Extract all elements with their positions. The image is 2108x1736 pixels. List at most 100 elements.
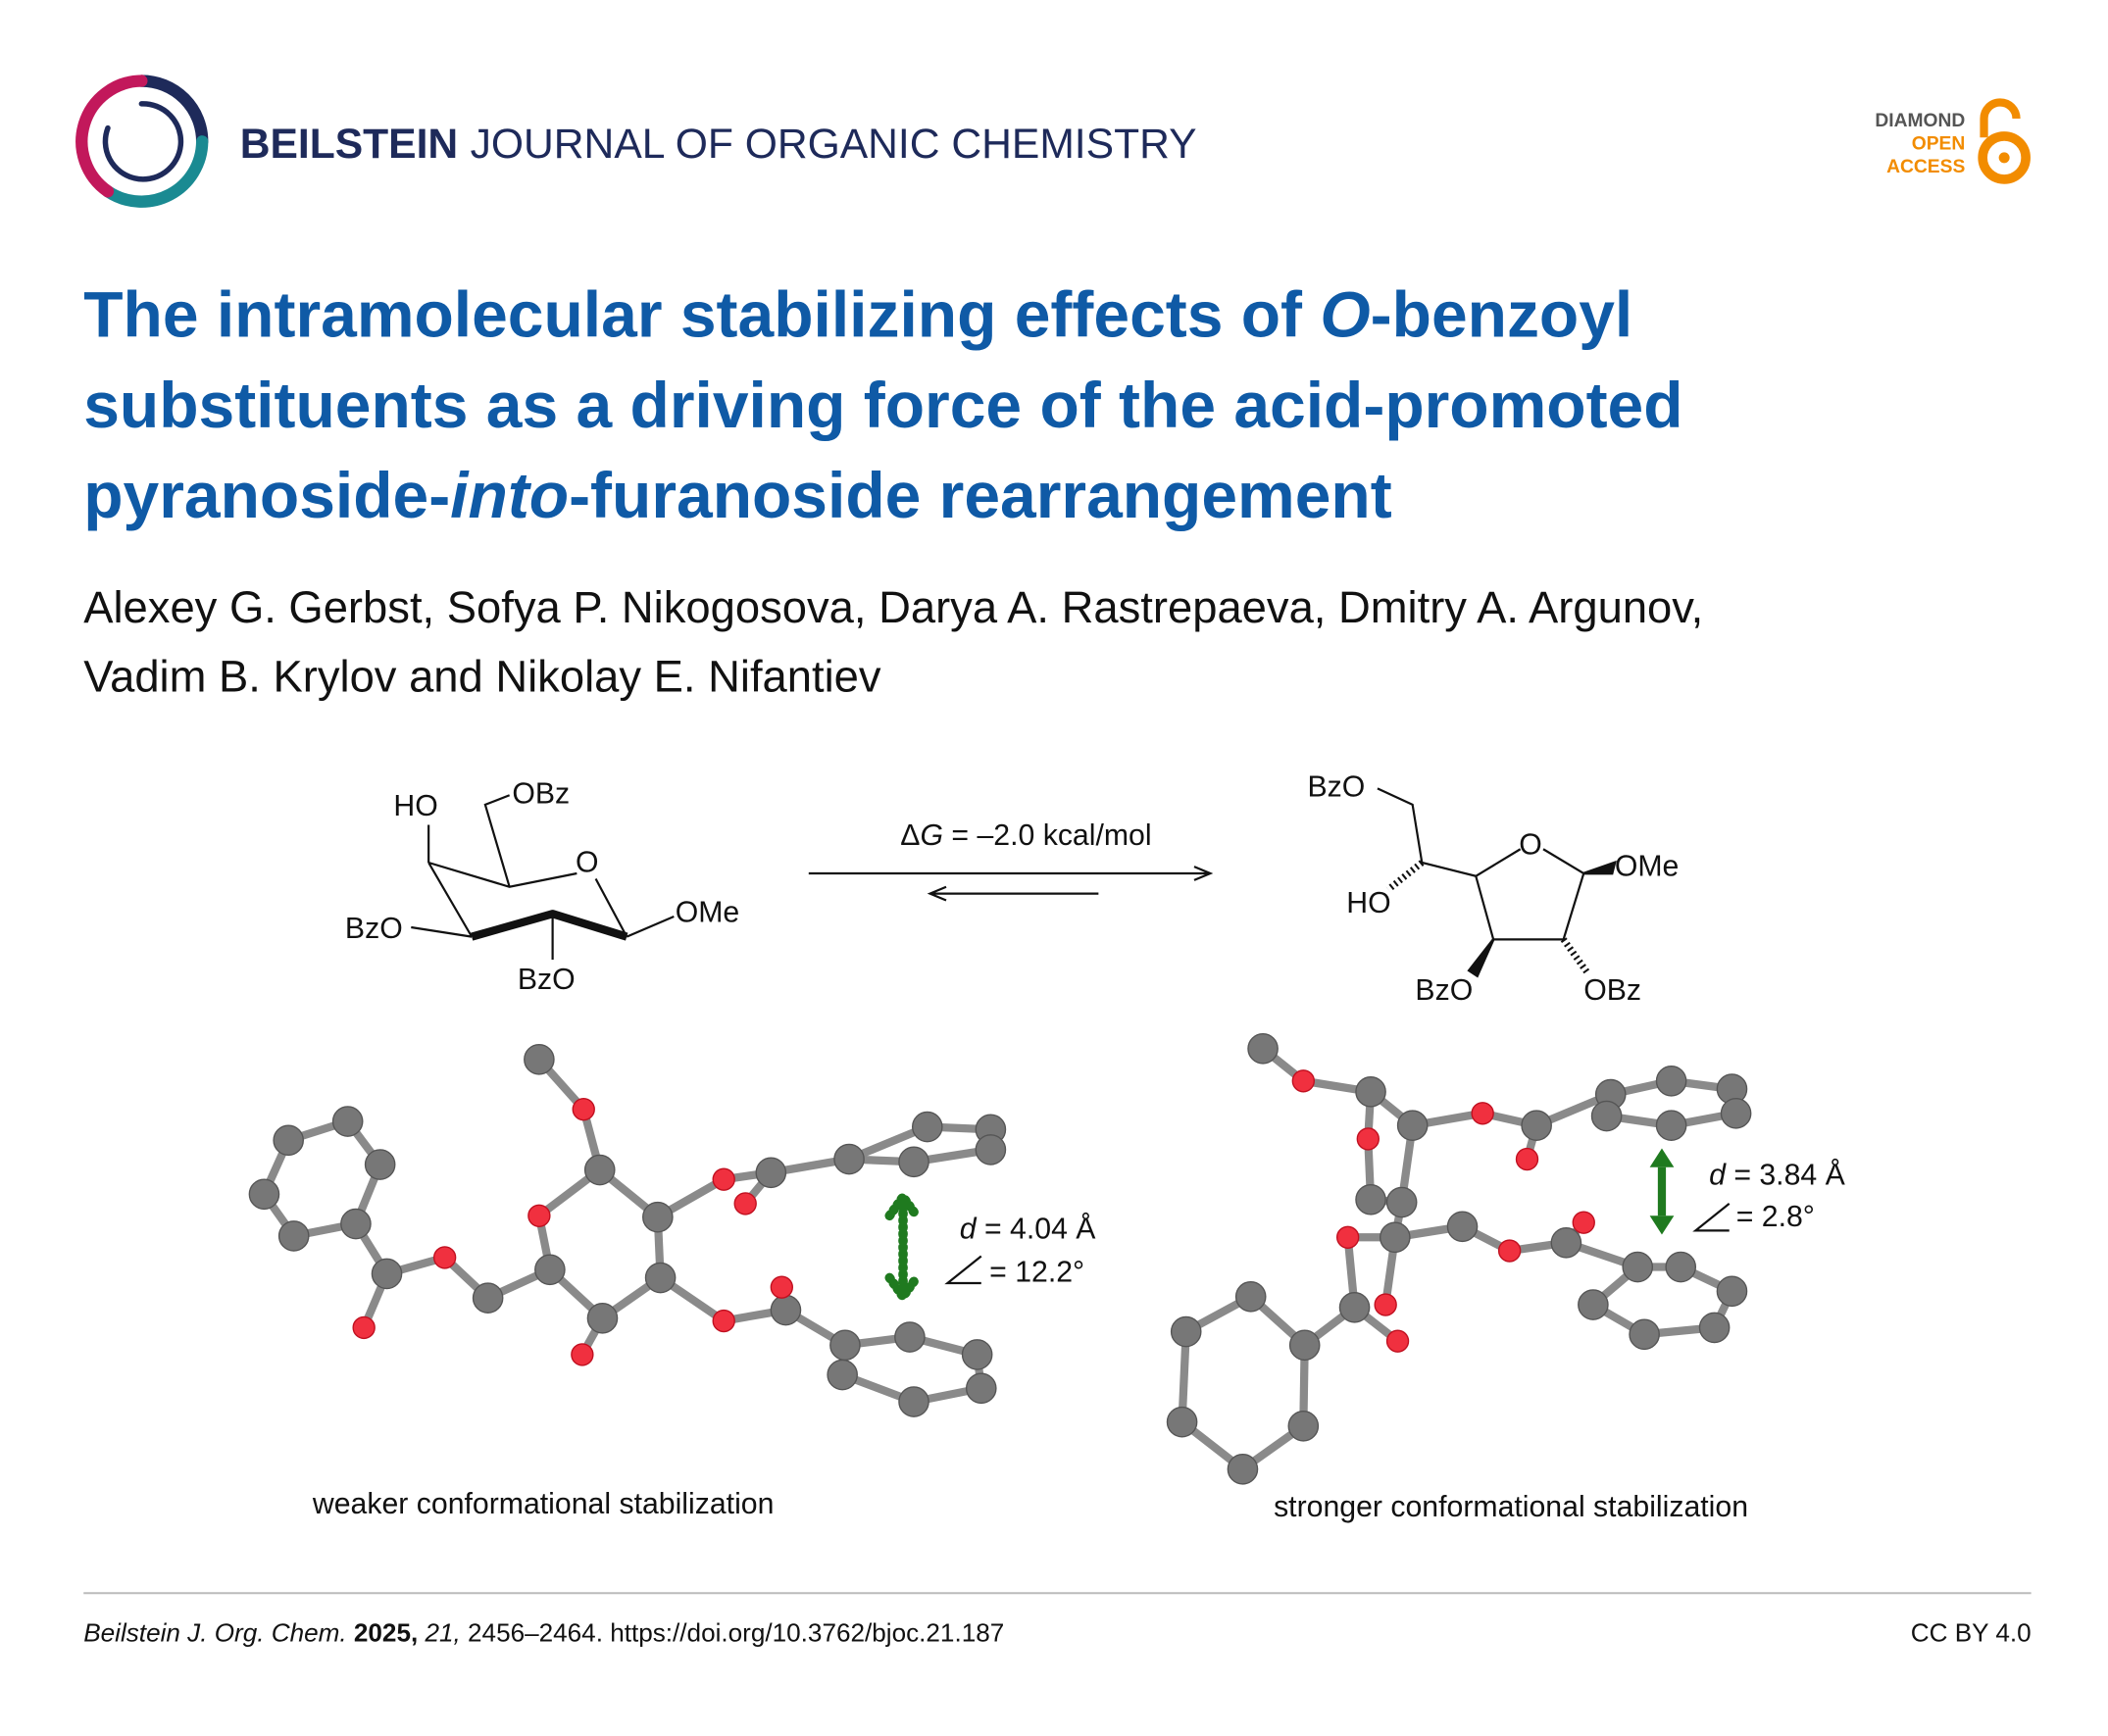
oxygen-atom [770, 1275, 793, 1299]
oxygen-atom [1374, 1293, 1397, 1316]
oxygen-atom [1335, 1225, 1360, 1249]
carbon-atom [524, 1043, 555, 1075]
carbon-atom [1550, 1226, 1582, 1259]
carbon-atom [1629, 1318, 1660, 1351]
citation-volume: 21, [418, 1618, 461, 1648]
atom-label: OBz [512, 777, 570, 810]
carbon-atom [364, 1149, 396, 1180]
carbon-atom [1521, 1110, 1552, 1141]
title-text: pyranoside- [83, 459, 450, 531]
carbon-atom [1655, 1110, 1687, 1141]
oxygen-atom [352, 1315, 376, 1340]
atom-label: HO [1346, 887, 1390, 919]
title-text: -benzoyl [1371, 278, 1633, 351]
energy-text: Δ [900, 819, 920, 852]
oxygen-atom [712, 1167, 735, 1191]
atom-label: BzO [1415, 974, 1473, 1007]
badge-text: DIAMOND [1875, 111, 1965, 131]
carbon-atom [1385, 1186, 1418, 1218]
oxygen-atom [733, 1192, 757, 1215]
carbon-atom [583, 1154, 616, 1186]
carbon-atom [1227, 1453, 1259, 1485]
journal-name: BEILSTEIN JOURNAL OF ORGANIC CHEMISTRY [240, 121, 1197, 168]
atom-label: O [576, 847, 599, 879]
oxygen-atom [571, 1343, 594, 1366]
carbon-atom [894, 1321, 926, 1353]
carbon-atom [1578, 1289, 1609, 1320]
journal-name-rest: JOURNAL OF ORGANIC CHEMISTRY [471, 121, 1197, 168]
carbon-atom [961, 1339, 993, 1370]
carbon-atom [827, 1359, 858, 1391]
authors: Alexey G. Gerbst, Sofya P. Nikogosova, D… [83, 582, 1703, 701]
carbon-atom [770, 1294, 802, 1326]
atom-label: O [1519, 829, 1542, 862]
right-measurement: d = 3.84 Å = 2.8° stronger conformationa… [1274, 1148, 1846, 1523]
distance-symbol: d [960, 1214, 978, 1246]
carbon-atom [1396, 1110, 1429, 1141]
equilibrium-arrows: ΔG = –2.0 kcal/mol [808, 819, 1214, 902]
left-measurement: d = 4.04 Å = 12.2° weaker conformational… [312, 1188, 1097, 1520]
carbon-atom [644, 1262, 677, 1294]
carbon-atom [1665, 1251, 1697, 1283]
pyranoside-structure: HO OBz O BzO OMe BzO [345, 777, 739, 996]
furanoside-structure: BzO O OMe HO BzO OBz [1307, 771, 1679, 1008]
carbon-atom [1622, 1251, 1654, 1283]
energy-text: = –2.0 kcal/mol [943, 819, 1152, 852]
citation-year: 2025, [347, 1618, 419, 1648]
oxygen-atom [1291, 1069, 1316, 1093]
carbon-atom [273, 1124, 304, 1157]
atom-label: BzO [518, 964, 576, 996]
carbon-atom [586, 1302, 619, 1334]
journal-logo [75, 74, 209, 208]
carbon-atom [965, 1372, 997, 1405]
carbon-atom [1446, 1211, 1479, 1243]
title: The intramolecular stabilizing effects o… [83, 278, 1682, 531]
title-text: substituents as a driving force of the a… [83, 369, 1682, 441]
title-line: pyranoside-into-furanoside rearrangement [83, 459, 1391, 531]
oxygen-atom [1497, 1239, 1522, 1263]
carbon-atom [898, 1386, 929, 1417]
title-line: substituents as a driving force of the a… [83, 369, 1682, 441]
carbon-atom [277, 1220, 310, 1252]
carbon-atom [1379, 1221, 1411, 1254]
carbon-atom [534, 1254, 566, 1286]
caption: weaker conformational stabilization [312, 1488, 775, 1520]
citation: Beilstein J. Org. Chem. 2025, 21, 2456–2… [83, 1618, 1004, 1648]
carbon-atom [1287, 1410, 1320, 1442]
oa-badge: DIAMOND OPEN ACCESS [1875, 98, 2031, 184]
license: CC BY 4.0 [1911, 1618, 2032, 1648]
carbon-atom [642, 1201, 674, 1233]
title-text: into [450, 459, 569, 531]
carbon-atom [1355, 1075, 1386, 1108]
oxygen-atom [527, 1204, 551, 1227]
atom-label: OBz [1583, 974, 1641, 1007]
carbon-atom [1170, 1315, 1202, 1348]
carbon-atom [1720, 1097, 1752, 1129]
carbon-atom [1655, 1065, 1687, 1097]
atom-label: OMe [1615, 851, 1680, 883]
caption: stronger conformational stabilization [1274, 1491, 1748, 1523]
title-text: -furanoside rearrangement [569, 459, 1392, 531]
oxygen-atom [1515, 1147, 1539, 1171]
distance-symbol: d [1709, 1160, 1727, 1192]
carbon-atom [1338, 1291, 1371, 1323]
carbon-atom [1166, 1406, 1198, 1438]
carbon-atom [1247, 1032, 1279, 1065]
carbon-atom [1698, 1312, 1731, 1344]
carbon-atom [911, 1111, 943, 1143]
citation-pages: 2456–2464. https://doi.org/10.3762/bjoc.… [461, 1618, 1004, 1648]
title-line: The intramolecular stabilizing effects o… [83, 278, 1632, 351]
oxygen-atom [1572, 1211, 1595, 1234]
distance-label: d = 4.04 Å [960, 1214, 1097, 1246]
carbon-atom [975, 1134, 1007, 1166]
carbon-atom [340, 1208, 372, 1240]
atom-label: HO [393, 790, 437, 822]
carbon-atom [1355, 1183, 1386, 1215]
oxygen-atom [712, 1309, 735, 1333]
badge-text: OPEN [1912, 134, 1966, 155]
carbon-atom [472, 1282, 504, 1314]
oxygen-atom [1385, 1329, 1410, 1353]
carbon-atom [1234, 1280, 1267, 1313]
atom-label: BzO [1307, 771, 1365, 804]
atom-label: OMe [676, 896, 740, 928]
